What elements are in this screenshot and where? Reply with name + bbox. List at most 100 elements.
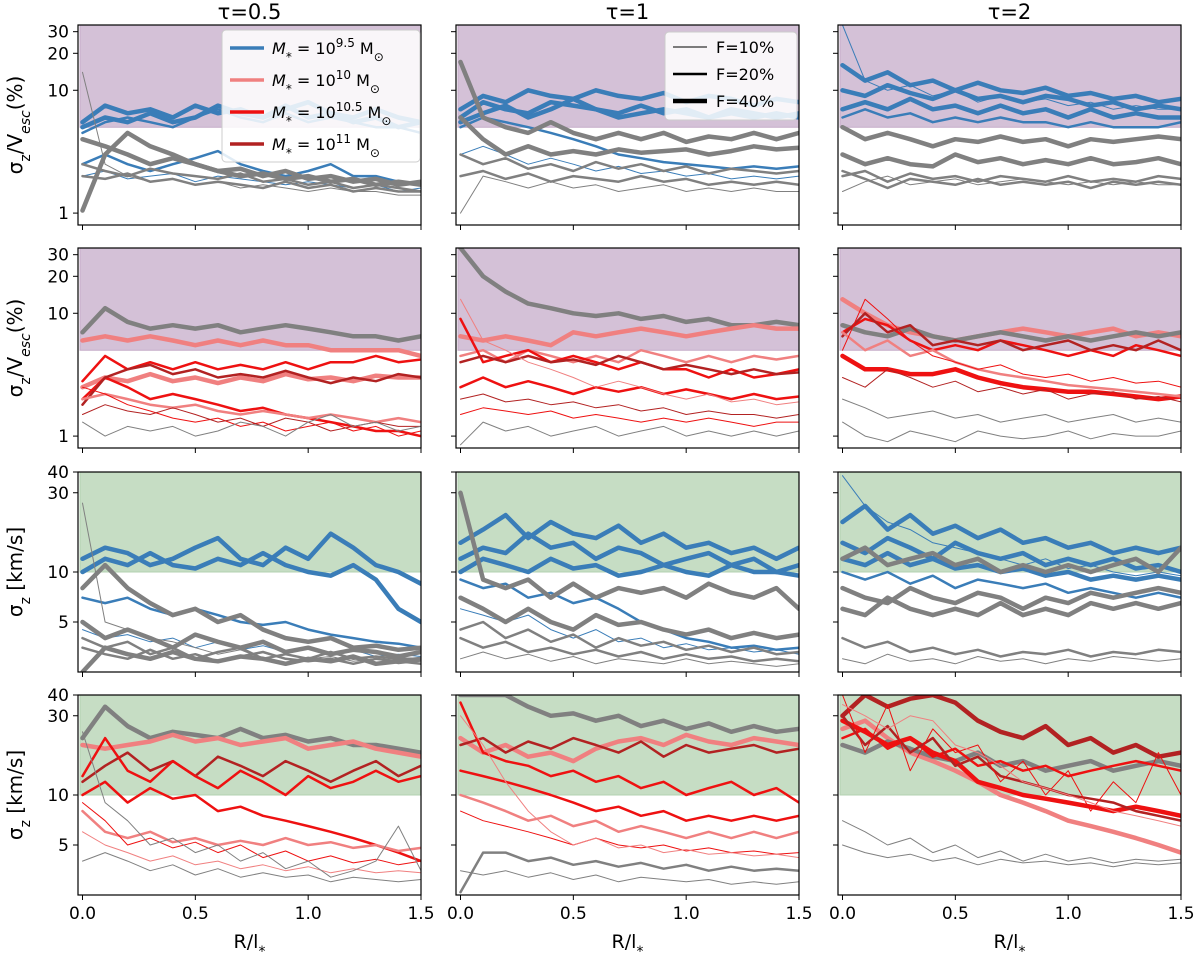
series-line-5 [842,25,1181,110]
series-line-10 [842,653,1181,665]
series-line-7 [840,585,1181,612]
series-line-5 [841,727,1181,778]
series-line-2 [80,550,421,625]
series-line-10 [82,731,421,878]
mass-legend-label: M* = 1011 M⊙ [272,132,380,160]
series-line-9 [459,169,799,187]
series-line-8 [842,368,1181,403]
series-line-8 [459,620,799,656]
series-line-4 [459,578,799,652]
panel-r4-c3: 0.0 0.5 1.0 1.5 [829,694,1195,924]
fraction-legend: F=10% F=20% F=40% [664,31,798,121]
series-line-6 [840,545,1181,575]
y-axis-label: σz/Vesc(%) [3,76,34,175]
shaded-region [457,694,800,796]
series-line-2 [458,322,799,348]
series-line-5 [841,312,1181,352]
series-line-3 [81,751,421,784]
y-tick-label: 1 [58,204,69,224]
mass-legend: M* = 109.5 M⊙ M* = 1010 M⊙ M* = 1010.5 M⊙ M… [221,29,421,163]
panel-frame [837,247,1182,449]
series-line-5 [80,562,421,653]
y-tick-label: 30 [47,23,69,43]
series-line-2 [458,732,799,764]
series-line-7 [842,695,1181,812]
series-line-7 [80,136,421,188]
series-line-10 [82,71,421,196]
x-tick-label: 0.0 [69,904,96,924]
series-line-5 [842,475,1181,577]
series-line-4 [459,317,799,379]
series-line-4 [841,317,1181,358]
x-tick-label: 1.0 [673,904,700,924]
series-line-9 [460,870,799,885]
x-tick-label: 1.0 [1055,904,1082,924]
series-line-3 [840,96,1181,120]
x-tick-label: 1.5 [407,904,434,924]
y-axis-label: σz/Vesc(%) [3,299,34,398]
y-tick-label: 20 [47,44,69,64]
x-axis-label: R/l* [234,931,266,956]
y-axis-label: σz [km/s] [3,527,34,617]
y-tick-label: 30 [47,246,69,266]
series-line-10 [460,421,799,446]
series-group [840,695,1181,868]
series-line-9 [842,820,1181,864]
series-group [458,695,799,894]
panel-r2-c3 [833,247,1182,453]
panel-frame [77,247,422,449]
mass-legend-label: M* = 1010.5 M⊙ [272,100,391,128]
series-line-8 [840,595,1181,618]
shaded-region [79,247,422,351]
series-line-1 [840,695,1181,759]
series-group [458,59,799,214]
series-line-2 [80,732,421,759]
series-line-6 [81,363,421,406]
series-line-4 [840,718,1181,819]
x-axis-label: R/l* [612,931,644,956]
series-group [458,490,799,667]
labels-layer: τ=0.5 τ=1 τ=2 σz/Vesc(%) σz/Vesc(%) σz [km/s]… [3,0,1031,956]
x-tick-label: 0.0 [829,904,856,924]
y-tick-label: 20 [47,267,69,287]
series-line-2 [80,334,421,359]
series-line-5 [459,354,799,376]
series-line-2 [458,531,799,575]
x-tick-label: 0.0 [447,904,474,924]
column-title: τ=2 [988,0,1032,24]
series-line-1 [458,512,799,562]
series-line-3 [840,739,1181,773]
series-line-10 [842,421,1181,443]
series-line-8 [82,831,421,874]
x-tick-label: 0.5 [942,904,969,924]
series-group [458,248,799,446]
series-line-7 [458,595,799,641]
series-line-3 [459,736,799,758]
x-tick-label: 1.5 [1167,904,1194,924]
y-tick-label: 10 [47,304,69,324]
series-group [840,297,1181,443]
series-group [840,475,1181,665]
x-axis-label: R/l* [994,931,1026,956]
panel-r3-c2 [451,471,800,677]
fraction-legend-label: F=10% [716,38,774,57]
series-line-10 [842,844,1181,868]
panel-r4-c2: 0.0 0.5 1.0 1.5 [447,694,813,924]
series-line-3 [840,353,1181,402]
panel-frame [837,24,1182,226]
panel-frame [77,24,422,226]
column-title: τ=1 [606,0,650,24]
series-line-8 [81,162,421,193]
series-line-1 [840,62,1181,105]
series-line-8 [842,704,1181,827]
fraction-legend-label: F=20% [716,65,774,84]
series-line-10 [80,645,421,672]
series-line-6 [841,331,1181,398]
series-line-10 [460,651,799,667]
series-line-4 [81,149,421,187]
y-tick-label: 10 [47,563,69,583]
series-group [80,305,421,438]
